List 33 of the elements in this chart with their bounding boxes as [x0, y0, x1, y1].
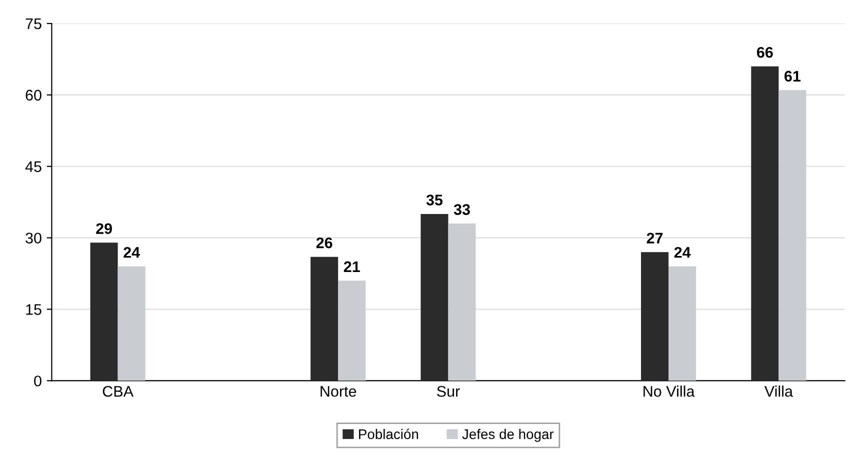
- bar: [668, 266, 696, 381]
- bar: [90, 242, 118, 381]
- x-tick-label: Sur: [437, 386, 460, 397]
- data-label: 29: [96, 223, 112, 234]
- bar: [310, 256, 338, 381]
- bar: [420, 214, 448, 381]
- data-label: 21: [344, 261, 360, 272]
- y-tick-label: 15: [26, 304, 42, 315]
- bar: [751, 66, 779, 381]
- x-tick-label: Villa: [764, 386, 793, 397]
- y-tick-label: 75: [26, 18, 42, 30]
- data-label: 24: [674, 247, 691, 258]
- y-tick-label: 60: [26, 90, 42, 101]
- bar: [640, 252, 669, 381]
- legend-label: Población: [359, 428, 418, 440]
- legend-label: Jefes de hogar: [462, 428, 554, 442]
- data-label: 66: [756, 46, 773, 58]
- data-label: 35: [426, 194, 443, 206]
- x-tick-label: Norte: [320, 386, 356, 397]
- data-label: 24: [124, 247, 140, 258]
- y-tick-label: 30: [26, 232, 42, 244]
- x-tick-label: No Villa: [644, 386, 695, 397]
- y-tick-label: 45: [25, 161, 42, 172]
- data-label: 61: [784, 70, 801, 82]
- data-label: 26: [316, 237, 332, 248]
- data-label: 27: [646, 232, 663, 244]
- x-tick-label: CBA: [102, 386, 134, 397]
- bar: [448, 224, 476, 381]
- bar: [778, 90, 806, 381]
- bar: [338, 280, 366, 381]
- bar: [118, 266, 146, 381]
- data-label: 33: [454, 204, 470, 215]
- y-tick-label: 0: [34, 376, 42, 386]
